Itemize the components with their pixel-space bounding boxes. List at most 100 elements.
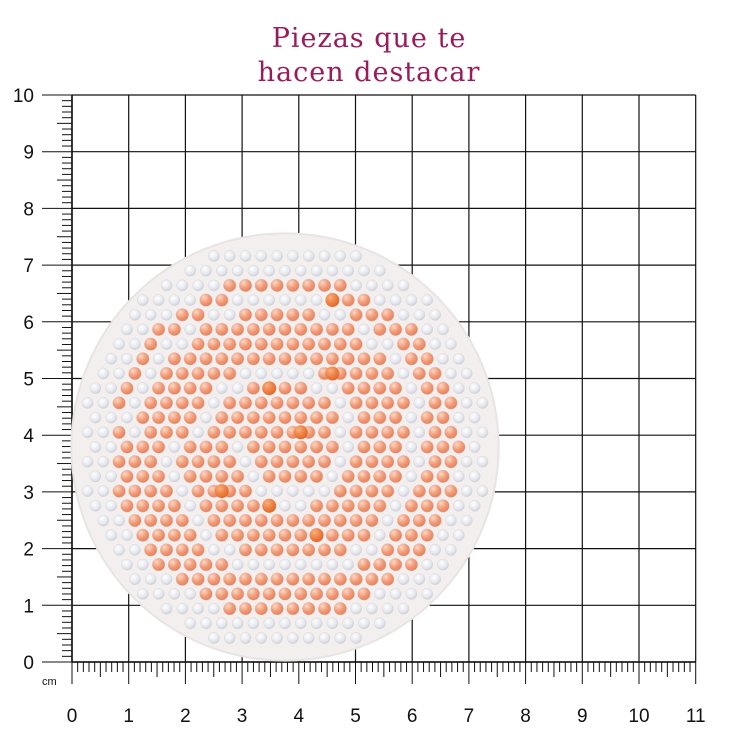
rhinestone (476, 485, 489, 497)
pearl-bead (357, 499, 371, 513)
rhinestone (247, 617, 260, 630)
pearl-bead (381, 396, 395, 410)
accent-pearl (262, 498, 277, 513)
pearl-bead (341, 322, 355, 337)
rhinestone (136, 323, 149, 336)
rhinestone (136, 558, 149, 571)
rhinestone (334, 455, 347, 468)
pearl-bead (302, 396, 316, 410)
rhinestone (381, 514, 394, 527)
rhinestone (168, 294, 181, 306)
pearl-bead (278, 587, 292, 601)
pearl-bead (325, 411, 340, 425)
y-tick-label: 3 (23, 483, 34, 504)
pearl-bead (357, 352, 371, 366)
rhinestone (445, 338, 457, 350)
title-line-2: hacen destacar (257, 57, 481, 88)
pearl-bead (246, 528, 261, 542)
rhinestone (247, 264, 260, 277)
rhinestone (105, 470, 117, 483)
pearl-bead (191, 308, 205, 322)
pearl-bead (428, 425, 442, 439)
pearl-bead (167, 528, 182, 542)
rhinestone (287, 485, 299, 497)
rhinestone (437, 323, 449, 336)
rhinestone (294, 617, 307, 630)
pearl-bead (310, 469, 324, 484)
rhinestone (310, 382, 323, 395)
pearl-bead (365, 572, 379, 586)
pearl-bead (373, 557, 387, 572)
pearl-bead (278, 322, 292, 337)
pearl-bead (357, 440, 371, 454)
rhinestone (279, 558, 291, 571)
pearl-bead (270, 455, 284, 469)
pearl-bead (365, 455, 379, 469)
pearl-bead (381, 572, 395, 586)
rhinestone (468, 441, 481, 453)
rhinestone (81, 485, 94, 497)
pearl-bead (333, 543, 347, 557)
pearl-bead (120, 381, 134, 395)
rhinestone (310, 264, 323, 277)
pearl-bead (112, 455, 126, 469)
accent-pearl (309, 528, 324, 543)
rhinestone (89, 470, 102, 483)
pearl-bead (286, 572, 300, 586)
pearl-bead (215, 469, 229, 484)
pearl-bead (420, 381, 434, 395)
pearl-bead (175, 366, 189, 381)
pearl-bead (215, 352, 229, 366)
pearl-bead (420, 499, 434, 513)
y-tick-label: 9 (23, 143, 34, 164)
pearl-bead (317, 455, 332, 469)
pearl-bead (183, 381, 197, 395)
pearl-bead (167, 352, 182, 366)
pearl-bead (286, 396, 300, 410)
pearl-bead (341, 469, 355, 484)
x-tick-label: 7 (464, 706, 475, 727)
rhinestone (215, 264, 228, 277)
pearl-bead (144, 337, 158, 351)
pearl-bead (286, 278, 300, 293)
pearl-bead (396, 425, 411, 439)
pearl-bead (294, 352, 308, 366)
rhinestone (144, 308, 157, 321)
rhinestone (231, 441, 244, 453)
rhinestone (247, 294, 260, 306)
rhinestone (452, 470, 465, 483)
pearl-bead (223, 572, 237, 586)
pearl-bead (412, 366, 426, 381)
pearl-bead (246, 352, 261, 366)
rhinestone (460, 397, 473, 409)
y-tick-label: 7 (23, 256, 34, 277)
pearl-bead (183, 469, 197, 484)
pearl-bead (373, 411, 387, 425)
rhinestone (310, 558, 323, 571)
pearl-bead (278, 528, 292, 542)
pearl-bead (128, 455, 142, 469)
rhinestone (97, 397, 110, 409)
pearl-bead (389, 440, 403, 454)
pearl-bead (191, 543, 205, 557)
pearl-bead (436, 469, 450, 484)
pearl-bead (278, 381, 292, 395)
pearl-bead (317, 601, 332, 616)
rhinestone (144, 367, 157, 380)
rhinestone (113, 544, 125, 556)
pearl-bead (333, 278, 347, 293)
x-axis-labels: 0 1 2 3 4 5 6 7 8 9 10 11 (67, 706, 706, 727)
pearl-bead (349, 572, 363, 586)
pearl-bead (231, 411, 245, 425)
pearl-bead (381, 455, 395, 469)
pearl-bead (404, 322, 419, 337)
rhinestone (460, 455, 473, 468)
rhinestone (421, 323, 434, 336)
pearl-bead (254, 278, 268, 293)
pearl-bead (373, 499, 387, 513)
rhinestone (342, 558, 355, 571)
pearl-bead (262, 528, 276, 542)
rhinestone (468, 470, 481, 483)
pearl-bead (428, 366, 442, 381)
rhinestone (184, 294, 196, 306)
